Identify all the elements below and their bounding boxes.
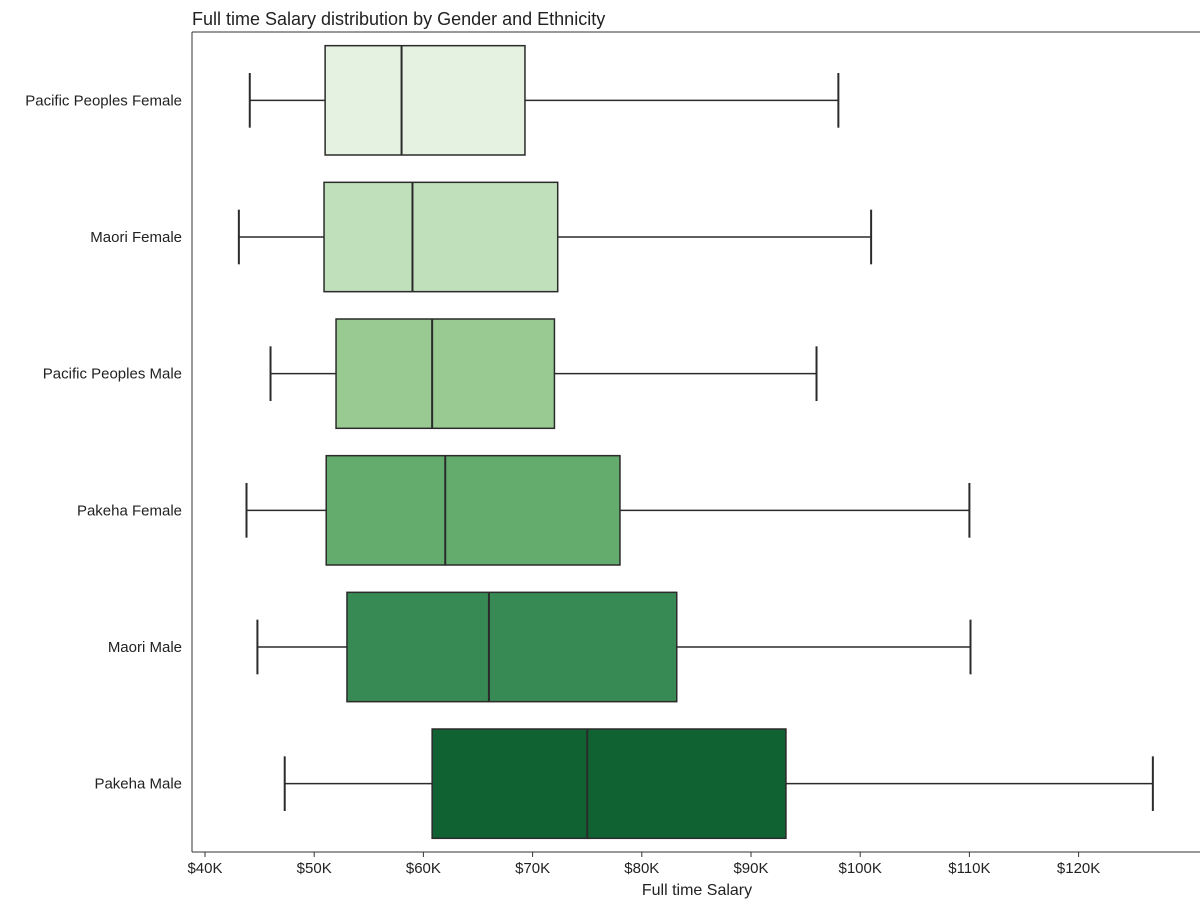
- category-label-pacific-peoples-female: Pacific Peoples Female: [25, 92, 182, 109]
- category-labels: Pacific Peoples Female Maori Female Pacifi…: [25, 92, 182, 792]
- box-group-maori-female: [237, 181, 873, 293]
- category-label-maori-female: Maori Female: [90, 229, 182, 246]
- box-pakeha-male: [431, 728, 787, 840]
- chart-title: Full time Salary distribution by Gender …: [192, 9, 605, 29]
- box-group-pacific-peoples-male: [269, 318, 818, 430]
- box-group-pakeha-female: [245, 454, 971, 566]
- category-label-pacific-peoples-male: Pacific Peoples Male: [43, 366, 182, 383]
- x-tick-label: $70K: [515, 860, 550, 877]
- box-group-pacific-peoples-female: [248, 44, 840, 156]
- x-tick-label: $120K: [1057, 860, 1100, 877]
- x-tick-label: $60K: [406, 860, 441, 877]
- x-tick-label: $80K: [624, 860, 659, 877]
- category-label-pakeha-female: Pakeha Female: [77, 502, 182, 519]
- x-tick-label: $110K: [948, 860, 990, 877]
- box-group-pakeha-male: [283, 728, 1154, 840]
- box-pakeha-female: [325, 454, 621, 566]
- box-maori-male: [346, 591, 678, 703]
- box-maori-female: [323, 181, 559, 293]
- boxes-layer: [237, 44, 1154, 840]
- x-tick-label: $90K: [733, 860, 768, 877]
- category-label-pakeha-male: Pakeha Male: [94, 776, 182, 793]
- x-tick-label: $100K: [839, 860, 882, 877]
- x-axis-ticks: $40K $50K $60K $70K $80K $90K $100K $110K $120K: [187, 852, 1100, 877]
- category-label-maori-male: Maori Male: [108, 639, 182, 656]
- box-pacific-peoples-female: [324, 44, 526, 156]
- box-pacific-peoples-male: [335, 318, 556, 430]
- x-axis-label: Full time Salary: [642, 882, 752, 899]
- x-tick-label: $40K: [187, 860, 222, 877]
- box-group-maori-male: [256, 591, 972, 703]
- x-tick-label: $50K: [297, 860, 332, 877]
